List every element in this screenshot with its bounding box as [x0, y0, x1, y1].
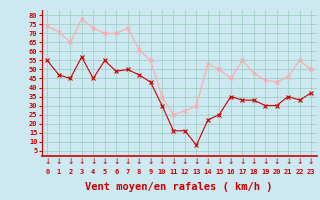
Text: ↓: ↓	[67, 157, 74, 166]
Text: 11: 11	[169, 168, 178, 174]
Text: 13: 13	[192, 168, 201, 174]
Text: ↓: ↓	[136, 157, 142, 166]
Text: ↓: ↓	[239, 157, 245, 166]
Text: 2: 2	[68, 168, 72, 174]
Text: Vent moyen/en rafales ( km/h ): Vent moyen/en rafales ( km/h )	[85, 182, 273, 192]
Text: ↓: ↓	[147, 157, 154, 166]
Text: 1: 1	[57, 168, 61, 174]
Text: ↓: ↓	[101, 157, 108, 166]
Text: 12: 12	[181, 168, 189, 174]
Text: ↓: ↓	[308, 157, 314, 166]
Text: ↓: ↓	[44, 157, 51, 166]
Text: ↓: ↓	[182, 157, 188, 166]
Text: ↓: ↓	[113, 157, 119, 166]
Text: 6: 6	[114, 168, 118, 174]
Text: 5: 5	[102, 168, 107, 174]
Text: 8: 8	[137, 168, 141, 174]
Text: 10: 10	[158, 168, 166, 174]
Text: ↓: ↓	[274, 157, 280, 166]
Text: ↓: ↓	[205, 157, 211, 166]
Text: 19: 19	[261, 168, 269, 174]
Text: ↓: ↓	[170, 157, 177, 166]
Text: ↓: ↓	[56, 157, 62, 166]
Text: ↓: ↓	[216, 157, 222, 166]
Text: ↓: ↓	[262, 157, 268, 166]
Text: 23: 23	[307, 168, 315, 174]
Text: ↓: ↓	[78, 157, 85, 166]
Text: 3: 3	[80, 168, 84, 174]
Text: ↓: ↓	[193, 157, 200, 166]
Text: 18: 18	[250, 168, 258, 174]
Text: ↓: ↓	[90, 157, 96, 166]
Text: 4: 4	[91, 168, 95, 174]
Text: ↓: ↓	[228, 157, 234, 166]
Text: 17: 17	[238, 168, 246, 174]
Text: ↓: ↓	[251, 157, 257, 166]
Text: 21: 21	[284, 168, 292, 174]
Text: ↓: ↓	[124, 157, 131, 166]
Text: 14: 14	[204, 168, 212, 174]
Text: ↓: ↓	[296, 157, 303, 166]
Text: 20: 20	[272, 168, 281, 174]
Text: 0: 0	[45, 168, 50, 174]
Text: 7: 7	[125, 168, 130, 174]
Text: 22: 22	[295, 168, 304, 174]
Text: 9: 9	[148, 168, 153, 174]
Text: ↓: ↓	[159, 157, 165, 166]
Text: 15: 15	[215, 168, 224, 174]
Text: 16: 16	[227, 168, 235, 174]
Text: ↓: ↓	[285, 157, 291, 166]
